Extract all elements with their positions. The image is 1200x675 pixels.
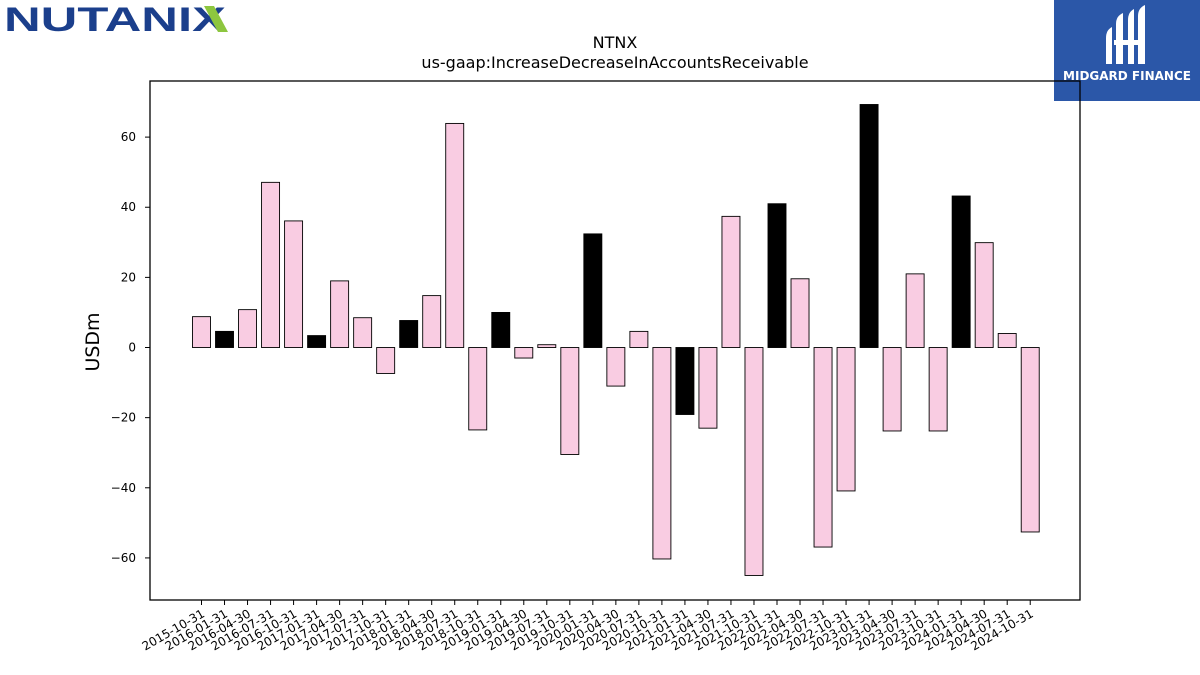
logo-x-accent: [204, 6, 228, 32]
y-axis-label: USDm: [82, 312, 104, 371]
y-tick-label: 20: [121, 270, 136, 284]
nutanix-logo: NUTANIX: [4, 4, 228, 34]
bar-2020-10-31: [652, 347, 672, 560]
bar-2019-04-30: [514, 347, 534, 359]
midgard-finance-text: MIDGARD FINANCE: [1063, 69, 1191, 83]
midgard-finance-logo: MIDGARD FINANCE: [1054, 0, 1200, 101]
bar-2020-04-30: [606, 347, 626, 387]
bar-2024-01-31: [951, 195, 971, 348]
bar-2016-07-31: [261, 181, 281, 348]
bar-2022-10-31: [836, 347, 856, 492]
nutanix-logo-text: NUTANIX: [4, 4, 226, 34]
y-axis-ticks: −60 −40 −20 0 20 40 60: [111, 130, 150, 565]
bar-2018-10-31: [468, 347, 488, 431]
bar-2024-04-30: [974, 242, 994, 348]
bar-2016-04-30: [238, 309, 257, 348]
y-tick-label: 40: [121, 200, 136, 214]
bar-2021-04-30: [698, 347, 718, 429]
bar-2017-04-30: [330, 280, 350, 348]
bar-2021-01-31: [675, 347, 695, 415]
bar-2018-01-31: [399, 320, 419, 348]
bar-2018-07-31: [445, 122, 465, 348]
bar-2017-10-31: [376, 347, 396, 374]
y-tick-label: 60: [121, 130, 136, 144]
bar-2023-10-31: [928, 347, 948, 432]
bar-2023-01-31: [859, 104, 879, 348]
bar-2020-01-31: [583, 233, 603, 348]
bar-2021-07-31: [721, 215, 741, 348]
bar-2017-01-31: [307, 335, 327, 348]
bar-2024-10-31: [1020, 347, 1040, 533]
bar-2015-10-31: [192, 316, 211, 348]
y-tick-label: 0: [128, 341, 136, 355]
bar-2022-07-31: [813, 347, 833, 548]
midgard-mark-icon: [1106, 5, 1145, 64]
bar-2016-10-31: [284, 220, 304, 348]
chart-subtitle: us-gaap:IncreaseDecreaseInAccountsReceiv…: [421, 53, 809, 72]
y-tick-label: −60: [111, 551, 136, 565]
bar-2021-10-31: [744, 347, 764, 576]
bars-group: [192, 104, 1040, 576]
bar-2020-07-31: [629, 330, 649, 348]
bar-2019-01-31: [491, 312, 511, 348]
bar-2017-07-31: [353, 317, 373, 348]
y-tick-label: −40: [111, 481, 136, 495]
bar-2016-01-31: [215, 330, 234, 348]
bar-2019-10-31: [560, 347, 580, 455]
chart-title: NTNX: [592, 33, 638, 52]
bar-2019-07-31: [537, 344, 557, 348]
plot-frame: [149, 80, 1081, 601]
bar-2018-04-30: [422, 295, 442, 348]
bar-2022-04-30: [790, 278, 810, 348]
y-tick-label: −20: [111, 411, 136, 425]
bar-2023-07-31: [905, 273, 925, 348]
bar-2022-01-31: [767, 203, 787, 348]
bar-2024-07-31: [997, 333, 1017, 348]
x-axis-ticks: 2015-10-312016-01-312016-04-302016-07-31…: [140, 600, 1036, 653]
bar-2023-04-30: [882, 347, 902, 432]
